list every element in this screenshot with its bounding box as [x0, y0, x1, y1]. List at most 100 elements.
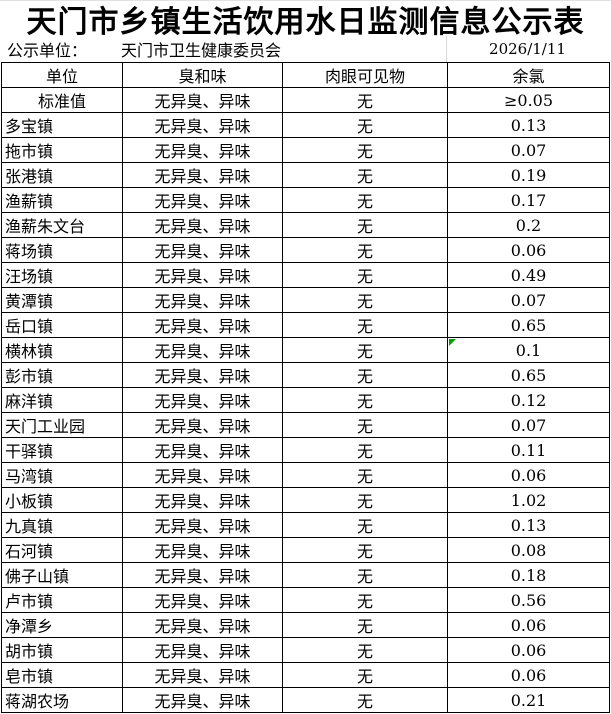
unit-cell: 拖市镇 — [1, 137, 123, 163]
visible-cell: 无 — [282, 637, 448, 663]
table-row: 九真镇 无异臭、异味无 0.13 — [1, 512, 610, 538]
visible-cell: 无 — [282, 612, 448, 638]
chlorine-cell: 0.49 — [447, 262, 610, 288]
unit-cell: 卢市镇 — [1, 587, 123, 613]
odor-cell: 无异臭、异味 — [122, 187, 283, 213]
table-row: 渔薪镇 无异臭、异味无 0.17 — [1, 187, 610, 213]
unit-cell: 彭市镇 — [1, 362, 123, 388]
odor-cell: 无异臭、异味 — [122, 87, 283, 113]
visible-cell: 无 — [282, 412, 448, 438]
table-row: 拖市镇 无异臭、异味无 0.07 — [1, 137, 610, 163]
unit-cell: 标准值 — [1, 87, 123, 113]
visible-cell: 无 — [282, 137, 448, 163]
unit-cell: 皂市镇 — [1, 662, 123, 688]
table-row: 岳口镇 无异臭、异味无 0.65 — [1, 312, 610, 338]
unit-cell: 蒋湖农场 — [1, 687, 123, 713]
table-row: 小板镇 无异臭、异味无 1.02 — [1, 487, 610, 513]
table-row: 皂市镇 无异臭、异味无 0.06 — [1, 662, 610, 688]
cell-error-indicator-triangle — [449, 339, 456, 346]
table-row: 麻洋镇 无异臭、异味无 0.12 — [1, 387, 610, 413]
odor-cell: 无异臭、异味 — [122, 462, 283, 488]
odor-cell: 无异臭、异味 — [122, 487, 283, 513]
odor-cell: 无异臭、异味 — [122, 312, 283, 338]
odor-cell: 无异臭、异味 — [122, 162, 283, 188]
chlorine-cell: 0.06 — [447, 462, 610, 488]
chlorine-cell: 0.1 — [447, 337, 610, 363]
visible-cell: 无 — [282, 587, 448, 613]
table-row: 天门工业园 无异臭、异味无 0.07 — [1, 412, 610, 438]
chlorine-cell: 0.11 — [447, 437, 610, 463]
unit-cell: 渔薪朱文台 — [1, 212, 123, 238]
odor-cell: 无异臭、异味 — [122, 112, 283, 138]
visible-cell: 无 — [282, 187, 448, 213]
visible-cell: 无 — [282, 87, 448, 113]
visible-cell: 无 — [282, 512, 448, 538]
chlorine-cell: 0.13 — [447, 112, 610, 138]
visible-cell: 无 — [282, 537, 448, 563]
chlorine-cell: 0.65 — [447, 362, 610, 388]
unit-cell: 胡市镇 — [1, 637, 123, 663]
unit-cell: 横林镇 — [1, 337, 123, 363]
odor-cell: 无异臭、异味 — [122, 512, 283, 538]
visible-cell: 无 — [282, 337, 448, 363]
chlorine-cell: 0.65 — [447, 312, 610, 338]
odor-cell: 无异臭、异味 — [122, 687, 283, 713]
odor-cell: 无异臭、异味 — [122, 387, 283, 413]
unit-cell: 黄潭镇 — [1, 287, 123, 313]
visible-cell: 无 — [282, 387, 448, 413]
table-body: 标准值 无异臭、异味无 ≥0.05 多宝镇 无异臭、异味无 0.13 拖市镇 无异臭、异味无 0… — [1, 87, 610, 713]
unit-cell: 张港镇 — [1, 162, 123, 188]
unit-cell: 净潭乡 — [1, 612, 123, 638]
odor-cell: 无异臭、异味 — [122, 362, 283, 388]
unit-cell: 渔薪镇 — [1, 187, 123, 213]
odor-cell: 无异臭、异味 — [122, 137, 283, 163]
unit-cell: 马湾镇 — [1, 462, 123, 488]
odor-cell: 无异臭、异味 — [122, 587, 283, 613]
report-date: 2026/1/11 — [446, 36, 608, 62]
visible-cell: 无 — [282, 462, 448, 488]
table-row: 黄潭镇 无异臭、异味无 0.07 — [1, 287, 610, 313]
unit-cell: 多宝镇 — [1, 112, 123, 138]
odor-cell: 无异臭、异味 — [122, 412, 283, 438]
table-row: 蒋场镇 无异臭、异味无 0.06 — [1, 237, 610, 263]
chlorine-cell: 0.06 — [447, 612, 610, 638]
visible-cell: 无 — [282, 287, 448, 313]
table-row: 卢市镇 无异臭、异味无 0.56 — [1, 587, 610, 613]
page-title: 天门市乡镇生活饮用水日监测信息公示表 — [0, 0, 611, 40]
header-row: 单位 臭和味 肉眼可见物 余氯 — [1, 62, 610, 88]
unit-cell: 天门工业园 — [1, 412, 123, 438]
visible-cell: 无 — [282, 162, 448, 188]
chlorine-cell: 0.18 — [447, 562, 610, 588]
col-header-visible-matter: 肉眼可见物 — [282, 62, 448, 88]
odor-cell: 无异臭、异味 — [122, 662, 283, 688]
chlorine-cell: 0.06 — [447, 637, 610, 663]
chlorine-cell: 0.06 — [447, 237, 610, 263]
visible-cell: 无 — [282, 437, 448, 463]
table-row: 多宝镇 无异臭、异味无 0.13 — [1, 112, 610, 138]
chlorine-cell: 0.07 — [447, 412, 610, 438]
odor-cell: 无异臭、异味 — [122, 562, 283, 588]
table-row: 佛子山镇 无异臭、异味无 0.18 — [1, 562, 610, 588]
unit-cell: 九真镇 — [1, 512, 123, 538]
meta-row: 公示单位： 天门市卫生健康委员会 2026/1/11 — [0, 36, 611, 62]
visible-cell: 无 — [282, 262, 448, 288]
table-row: 干驿镇 无异臭、异味无 0.11 — [1, 437, 610, 463]
chlorine-cell: 0.07 — [447, 287, 610, 313]
visible-cell: 无 — [282, 312, 448, 338]
visible-cell: 无 — [282, 487, 448, 513]
odor-cell: 无异臭、异味 — [122, 337, 283, 363]
odor-cell: 无异臭、异味 — [122, 637, 283, 663]
chlorine-cell: 0.07 — [447, 137, 610, 163]
unit-cell: 蒋场镇 — [1, 237, 123, 263]
visible-cell: 无 — [282, 212, 448, 238]
chlorine-cell: 0.12 — [447, 387, 610, 413]
table-row: 蒋湖农场 无异臭、异味无 0.21 — [1, 687, 610, 713]
table-row: 马湾镇 无异臭、异味无 0.06 — [1, 462, 610, 488]
unit-cell: 佛子山镇 — [1, 562, 123, 588]
unit-cell: 岳口镇 — [1, 312, 123, 338]
chlorine-cell: 0.06 — [447, 662, 610, 688]
unit-cell: 汪场镇 — [1, 262, 123, 288]
unit-cell: 干驿镇 — [1, 437, 123, 463]
odor-cell: 无异臭、异味 — [122, 287, 283, 313]
